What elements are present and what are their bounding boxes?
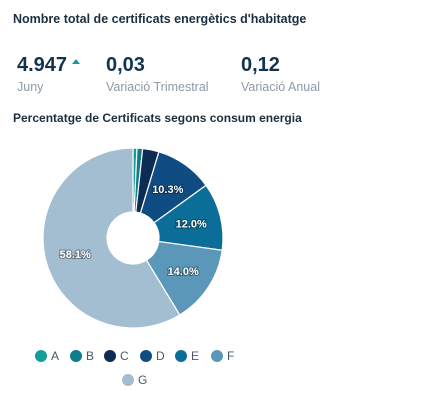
kpi-annual-label: Variació Anual <box>241 80 320 94</box>
slice-F[interactable] <box>145 240 223 316</box>
legend-marker-G <box>122 374 134 386</box>
kpi-current-label: Juny <box>17 80 44 94</box>
kpi-quarterly-value: 0,03 <box>106 54 145 76</box>
kpi-annual-variation: 0,12 Variació Anual <box>241 53 320 94</box>
legend-marker-E <box>175 350 187 362</box>
legend-label-A: A <box>51 349 60 363</box>
triangle-up-icon <box>72 58 81 64</box>
slice-G[interactable] <box>42 147 181 329</box>
legend-marker-A <box>35 350 47 362</box>
chart-subtitle: Percentatge de Certificats segons consum… <box>13 111 302 125</box>
legend-label-B: B <box>86 349 95 363</box>
legend-item-A[interactable]: A <box>35 349 59 363</box>
kpi-quarterly-label: Variació Trimestral <box>106 80 209 94</box>
kpi-current-value: 4.947 <box>17 54 68 76</box>
legend-marker-D <box>140 350 152 362</box>
data-label-E: 12.0% <box>176 218 207 230</box>
legend-item-F[interactable]: F <box>211 349 234 363</box>
legend-item-C[interactable]: C <box>104 349 129 363</box>
data-label-F: 14.0% <box>168 266 199 278</box>
legend-marker-F <box>211 350 223 362</box>
data-label-D: 10.3% <box>152 184 183 196</box>
legend-label-G: G <box>138 373 148 387</box>
legend-marker-C <box>104 350 116 362</box>
legend-label-D: D <box>156 349 165 363</box>
legend-item-E[interactable]: E <box>175 349 199 363</box>
legend-marker-B <box>70 350 82 362</box>
legend-label-C: C <box>120 349 129 363</box>
legend-label-F: F <box>227 349 235 363</box>
legend-label-E: E <box>191 349 200 363</box>
legend-item-G[interactable]: G <box>122 373 147 387</box>
kpi-quarterly-variation: 0,03 Variació Trimestral <box>106 53 209 94</box>
kpi-current-month: 4.947 Juny <box>17 53 81 94</box>
legend-item-D[interactable]: D <box>140 349 165 363</box>
kpi-annual-value: 0,12 <box>241 54 280 76</box>
chart-title: Nombre total de certificats energètics d… <box>13 12 307 26</box>
data-label-G: 58.1% <box>60 249 91 261</box>
legend-item-B[interactable]: B <box>70 349 94 363</box>
